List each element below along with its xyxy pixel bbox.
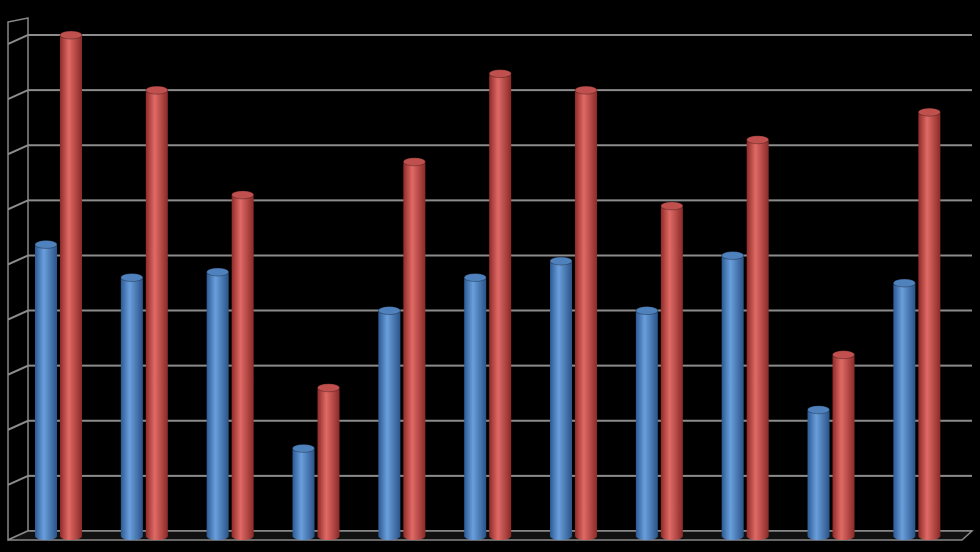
bar-body [489,73,512,537]
bar [206,267,230,540]
bar [660,201,684,540]
bar [317,383,341,540]
bar-base [35,532,57,540]
bar-body [635,310,658,536]
bar-body [60,35,82,536]
bar-base [832,532,855,540]
bar-top [635,306,659,316]
bar-body [317,387,340,536]
bar [807,405,831,540]
bar-base [464,532,487,540]
bar-base [893,532,916,540]
bar [746,135,770,540]
bar-top [231,190,255,200]
bar-top [721,250,745,260]
bar-body [120,277,143,536]
bar-top [120,272,144,282]
bar-body [145,90,168,536]
bar [832,350,856,540]
bar-body [660,205,683,536]
bar [377,306,401,540]
bar [120,272,144,540]
bar [402,157,426,540]
bar-top [463,272,487,282]
grid-line [7,254,972,266]
bar [574,85,598,540]
bar-base [206,532,229,540]
grid-line [7,89,972,101]
bar-base [746,532,769,540]
grid-line [7,34,972,45]
bar-base [635,532,658,540]
bar-top [892,278,916,288]
bar-body [550,260,573,536]
bar-base [231,532,254,540]
bar-top [292,443,316,453]
bar-base [660,532,683,540]
bar-base [918,532,941,540]
bar-base [575,532,598,540]
bar-top [807,405,831,415]
bar-body [893,283,916,536]
bar [549,256,573,540]
grid-line [7,144,972,156]
bar-body [721,255,744,536]
bar-top [317,383,341,393]
bar-base [489,532,512,540]
bar-top [402,157,426,167]
bar-base [60,532,82,540]
bar-body [918,112,941,537]
bar-base [317,532,340,540]
bar-body [575,90,598,536]
bar-body [807,409,830,536]
bar-top [549,256,573,266]
bar [463,272,487,540]
bar-base [403,532,426,540]
bar-body [206,271,229,536]
bar-body [292,448,315,536]
bar-base [145,532,168,540]
bar [488,69,512,540]
bar-base [807,532,830,540]
bar-top [145,85,169,95]
bar-top [660,201,684,211]
bar-top [488,69,512,79]
bar [635,306,659,540]
bar-body [464,277,487,536]
grid-line [7,199,972,211]
bar-base [550,532,573,540]
bar-body [746,139,769,536]
bar [892,278,916,540]
bar-top [34,239,58,249]
bar [721,250,745,540]
bar [917,107,941,540]
bar [292,443,316,540]
bar-body [231,194,254,537]
bar-top [206,267,230,277]
bar-base [721,532,744,540]
bar-top [746,135,770,145]
bar [231,190,255,540]
bar-body [378,310,401,536]
side-wall [7,17,29,542]
bar-top [832,350,856,360]
bar-base [292,532,315,540]
bar-body [35,244,57,536]
bar [59,30,83,540]
bar-top [59,30,83,40]
bar-top [917,107,941,117]
bar [145,85,169,540]
bar-top [574,85,598,95]
bar [34,239,58,540]
bar-base [378,532,401,540]
bar-body [403,161,426,536]
bar-base [120,532,143,540]
bar-top [377,306,401,316]
bar-body [832,354,855,536]
